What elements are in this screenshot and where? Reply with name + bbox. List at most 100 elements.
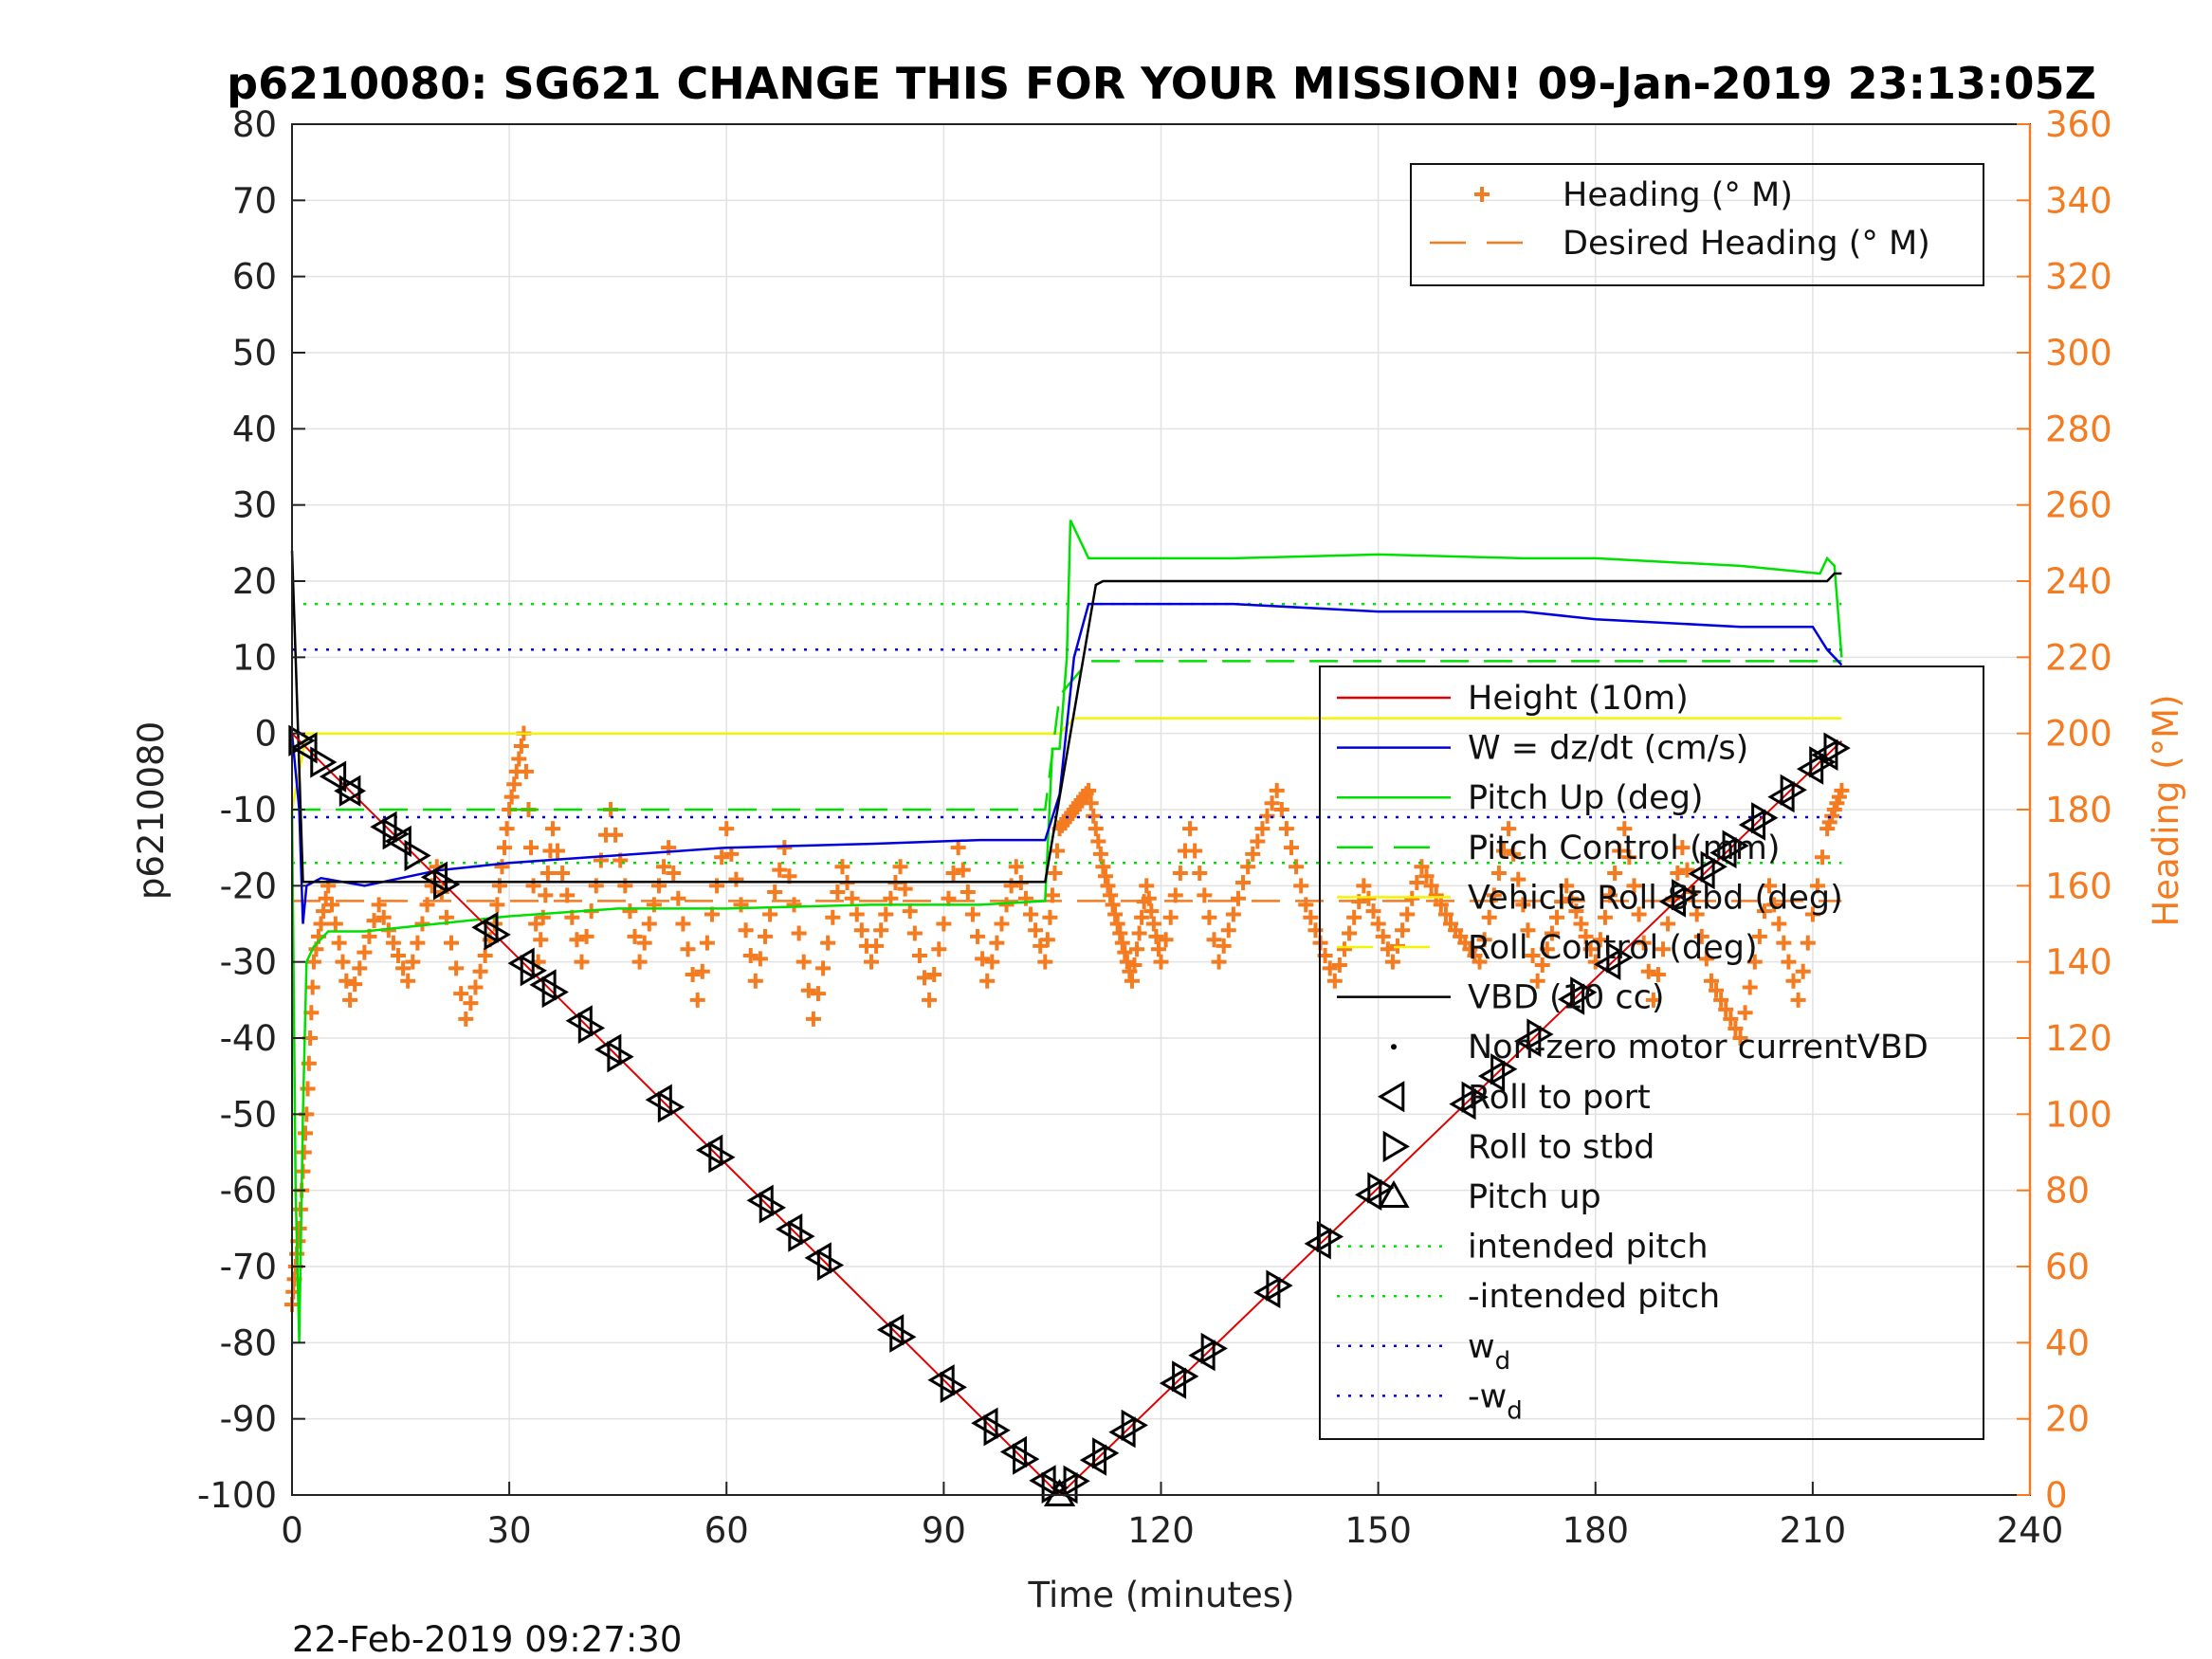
legend-label: Pitch Control (mm) (1468, 830, 1780, 867)
heading-point (1112, 925, 1128, 941)
roll-to-stbd-marker (1672, 879, 1699, 911)
y-right-tick-label: 140 (2045, 942, 2112, 983)
heading-point (366, 913, 382, 929)
heading-point (1245, 846, 1261, 862)
heading-point (1631, 906, 1647, 922)
heading-point (1109, 916, 1125, 932)
heading-point (1554, 894, 1570, 910)
heading-point (1017, 890, 1033, 906)
heading-point (853, 922, 869, 939)
heading-point (1539, 941, 1555, 957)
heading-point (1326, 973, 1343, 989)
heading-point (453, 986, 469, 1002)
heading-point (719, 821, 735, 837)
heading-point (1582, 941, 1599, 957)
y-tick-label: -60 (220, 1171, 277, 1212)
heading-point (1762, 878, 1778, 894)
heading-point (1737, 1005, 1753, 1021)
heading-point (400, 973, 416, 989)
roll-to-stbd-marker (1722, 830, 1749, 862)
roll-to-stbd-marker (484, 919, 511, 951)
heading-point (1370, 916, 1386, 932)
heading-point (1815, 849, 1831, 866)
heading-point (825, 909, 841, 925)
roll-to-stbd-marker (382, 818, 410, 850)
heading-point (666, 865, 682, 881)
heading-point (1100, 878, 1116, 894)
legend-swatch (1378, 1179, 1410, 1208)
y-right-tick-label: 20 (2045, 1399, 2090, 1440)
heading-point (1670, 865, 1686, 881)
legend-label: VBD (10 cc) (1468, 979, 1665, 1017)
y-right-tick-label: 360 (2045, 104, 2112, 145)
heading-point (1105, 897, 1121, 913)
y-tick-label: 40 (232, 409, 277, 449)
heading-point (1047, 865, 1063, 881)
heading-point (1785, 973, 1801, 989)
series-vehicle-roll-stbd-deg (290, 717, 1842, 811)
heading-point (347, 976, 363, 993)
y-tick-label: -40 (220, 1018, 277, 1059)
timestamp: 22-Feb-2019 09:27:30 (292, 1619, 682, 1659)
heading-point (728, 871, 744, 887)
series-vbd-10-cc (290, 550, 1842, 884)
heading-point (897, 881, 913, 897)
heading-point (1008, 859, 1024, 875)
heading-point (1322, 960, 1338, 976)
heading-point (1399, 906, 1416, 922)
heading-point (830, 884, 846, 901)
heading-point (1289, 859, 1305, 875)
heading-point (1375, 928, 1391, 944)
x-tick-label: 120 (1127, 1510, 1195, 1551)
roll-to-stbd-marker (1200, 1332, 1228, 1364)
heading-point (472, 963, 488, 979)
legend-label: -intended pitch (1468, 1278, 1720, 1316)
heading-point (1124, 973, 1140, 989)
heading-point (1384, 954, 1400, 970)
y-tick-label: -90 (220, 1399, 277, 1440)
heading-point (815, 960, 832, 976)
heading-point (324, 897, 340, 913)
roll-to-stbd-marker (520, 955, 547, 987)
heading-point (1336, 941, 1352, 957)
heading-point (1395, 922, 1411, 939)
heading-point (795, 954, 812, 970)
heading-point (1220, 922, 1236, 939)
heading-point (1097, 868, 1113, 884)
x-tick-label: 180 (1562, 1510, 1629, 1551)
heading-point (331, 935, 347, 951)
heading-point (448, 960, 465, 976)
heading-point (518, 763, 534, 779)
roll-to-stbd-marker (310, 746, 338, 778)
roll-to-stbd-marker (1526, 1018, 1554, 1050)
heading-point (772, 862, 788, 878)
heading-point (523, 840, 539, 856)
heading-point (902, 903, 918, 920)
heading-point (1689, 906, 1705, 922)
heading-point (622, 903, 638, 920)
roll-to-stbd-marker (1063, 1465, 1090, 1497)
heading-point (800, 982, 816, 998)
heading-point (1563, 890, 1580, 906)
heading-point (352, 960, 368, 976)
heading-point (569, 932, 585, 948)
heading-point (1626, 878, 1642, 894)
heading-point (786, 897, 802, 913)
series-w-dz-dt-cm-s (290, 602, 1843, 924)
heading-point (931, 941, 947, 957)
y-right-tick-label: 0 (2045, 1475, 2068, 1516)
heading-point (733, 897, 749, 913)
heading-point (1162, 909, 1179, 925)
heading-point (410, 935, 426, 951)
heading-point (1742, 979, 1758, 995)
heading-point (1303, 909, 1319, 925)
heading-point (1472, 954, 1488, 970)
heading-point (1534, 957, 1550, 974)
heading-point (1361, 890, 1377, 906)
heading-point (742, 947, 759, 963)
heading-point (805, 1011, 821, 1027)
x-tick-label: 60 (704, 1510, 749, 1551)
y-right-tick-label: 280 (2045, 409, 2112, 449)
heading-point (1693, 928, 1709, 944)
heading-point (511, 751, 527, 767)
